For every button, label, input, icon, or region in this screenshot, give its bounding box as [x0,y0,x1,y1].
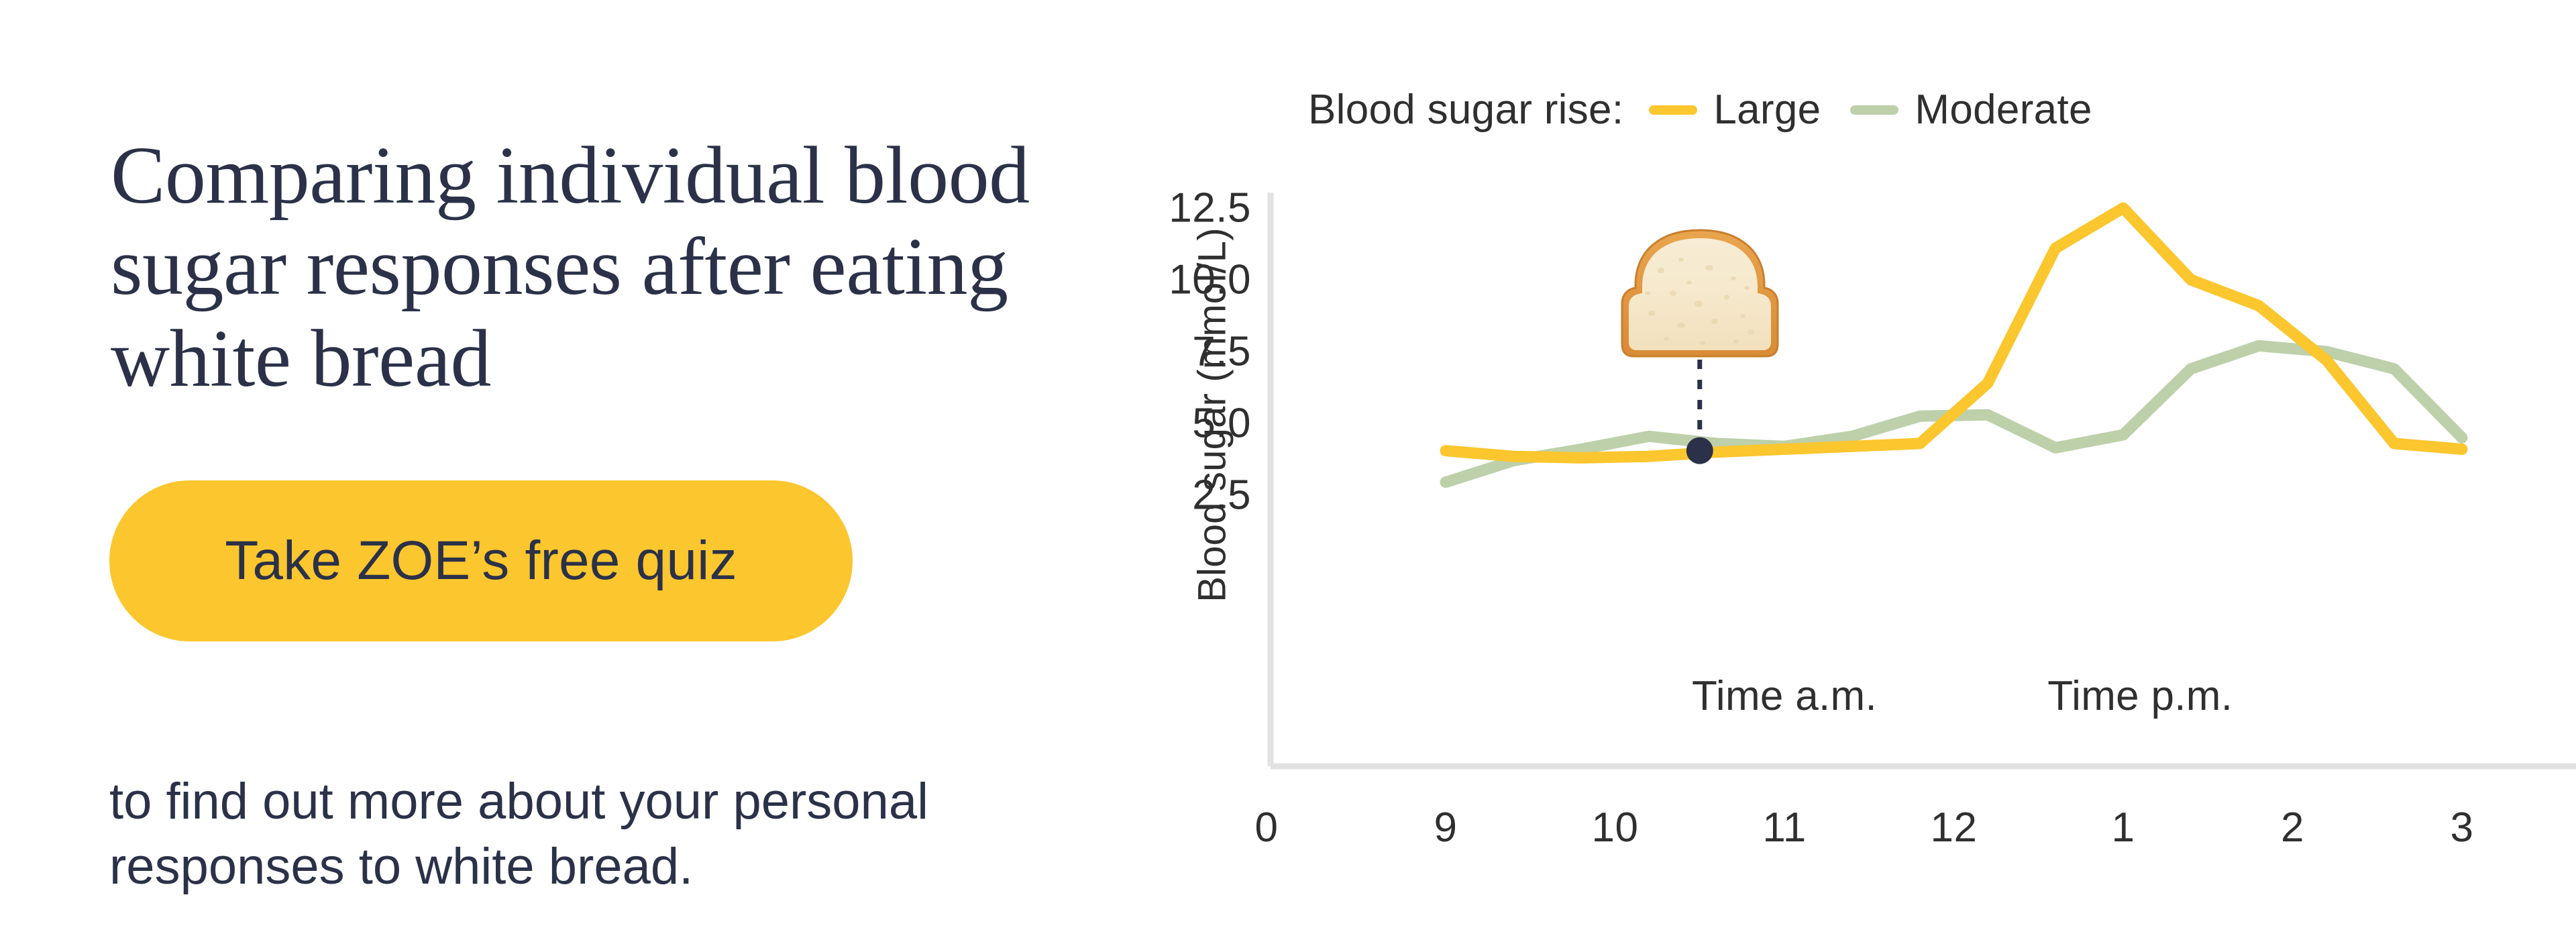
y-axis-tick-label: 10.0 [1169,256,1251,303]
x-axis-tick-label: 9 [1434,804,1458,851]
legend-swatch-large-icon [1649,105,1698,115]
promo-subtext: to find out more about your personal res… [109,773,928,896]
x-axis-tick-label: 2 [2281,804,2304,851]
bread-eaten-marker [1686,437,1713,464]
x-axis-tick-label: 11 [1762,804,1807,851]
y-axis-tick-label: 7.5 [1192,328,1251,375]
white-bread-image [1609,223,1791,363]
x-axis-tick-label: 0 [1254,804,1279,851]
x-axis-tick-label: 10 [1591,804,1639,851]
y-axis-ticks: 12.5 10.0 7.5 5.0 2.5 [1100,0,1251,940]
take-quiz-button[interactable]: Take ZOE’s free quiz [109,480,853,641]
legend-item-large: Large [1649,86,1821,134]
blood-sugar-chart: Blood sugar rise: Large Moderate Blood s… [1100,0,2576,940]
y-axis-tick-label: 12.5 [1169,185,1251,231]
chart-legend: Blood sugar rise: Large Moderate [1308,86,2122,134]
series-line-large [1440,202,2468,464]
legend-title: Blood sugar rise: [1308,87,1624,133]
legend-label-moderate: Moderate [1915,87,2092,133]
legend-label-large: Large [1713,87,1821,133]
time-period-label: Time a.m. [1692,673,1877,719]
time-period-label: Time p.m. [2047,673,2233,719]
page-title: Comparing individual blood sugar respons… [111,129,1030,404]
legend-item-moderate: Moderate [1850,86,2092,134]
y-axis-tick-label: 5.0 [1192,400,1251,447]
x-axis-tick-label: 12 [1930,804,1978,851]
x-axis-tick-label: 3 [2450,804,2474,851]
promo-panel: Comparing individual blood sugar respons… [0,0,1100,940]
plot-area [1267,193,2576,770]
y-axis-tick-label: 2.5 [1192,472,1251,519]
x-axis-tick-label: 1 [2111,804,2135,851]
legend-swatch-moderate-icon [1850,105,1899,115]
take-quiz-button-label: Take ZOE’s free quiz [225,530,737,591]
